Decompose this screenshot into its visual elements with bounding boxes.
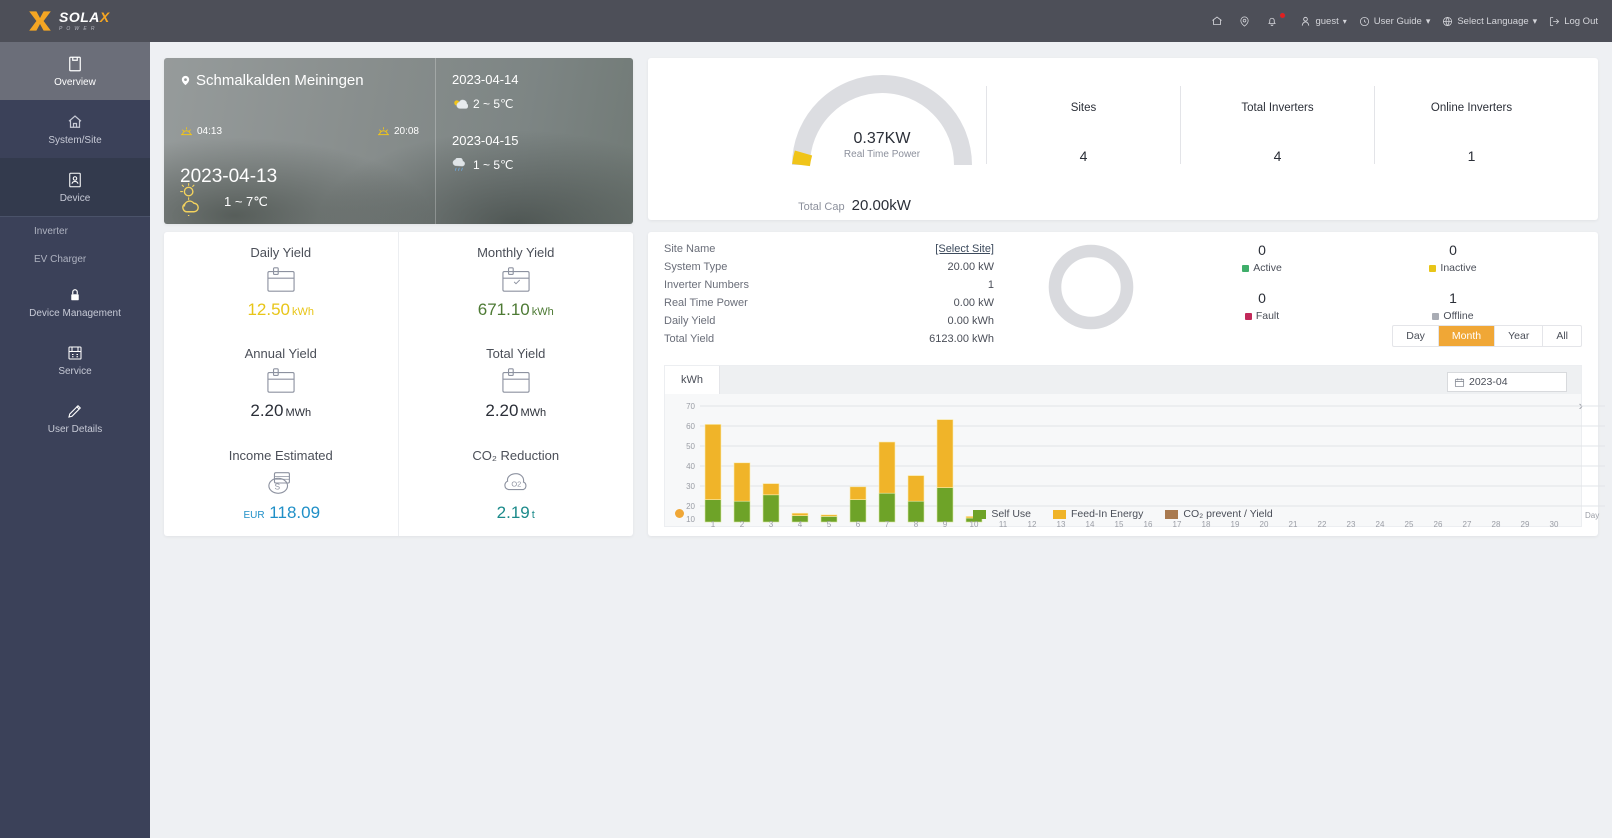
svg-text:22: 22	[1318, 520, 1327, 528]
svg-text:21: 21	[1289, 520, 1298, 528]
svg-text:17: 17	[1173, 520, 1182, 528]
svg-text:20: 20	[1260, 520, 1269, 528]
svg-text:18: 18	[1202, 520, 1211, 528]
svg-text:27: 27	[1463, 520, 1472, 528]
svg-text:15: 15	[1115, 520, 1124, 528]
svg-text:11: 11	[999, 520, 1008, 528]
svg-text:26: 26	[1434, 520, 1443, 528]
svg-text:10: 10	[970, 520, 979, 528]
svg-text:29: 29	[1521, 520, 1530, 528]
svg-text:50: 50	[686, 442, 695, 451]
svg-text:28: 28	[1492, 520, 1501, 528]
svg-text:O2: O2	[511, 480, 521, 489]
svg-text:30: 30	[686, 482, 695, 491]
svg-text:16: 16	[1144, 520, 1153, 528]
svg-text:4: 4	[798, 520, 803, 528]
svg-text:40: 40	[686, 462, 695, 471]
svg-text:24: 24	[1376, 520, 1385, 528]
svg-text:6: 6	[856, 520, 861, 528]
svg-text:23: 23	[1347, 520, 1356, 528]
svg-text:5: 5	[827, 520, 832, 528]
svg-text:25: 25	[1405, 520, 1414, 528]
svg-text:30: 30	[1550, 520, 1559, 528]
svg-text:1: 1	[711, 520, 716, 528]
svg-text:12: 12	[1028, 520, 1037, 528]
svg-text:60: 60	[686, 422, 695, 431]
svg-text:7: 7	[885, 520, 890, 528]
svg-text:8: 8	[914, 520, 919, 528]
svg-text:Day: Day	[1585, 511, 1599, 520]
svg-text:3: 3	[769, 520, 774, 528]
svg-text:19: 19	[1231, 520, 1240, 528]
svg-text:14: 14	[1086, 520, 1095, 528]
svg-text:13: 13	[1057, 520, 1066, 528]
svg-text:70: 70	[686, 402, 695, 411]
svg-text:9: 9	[943, 520, 948, 528]
svg-text:2: 2	[740, 520, 745, 528]
